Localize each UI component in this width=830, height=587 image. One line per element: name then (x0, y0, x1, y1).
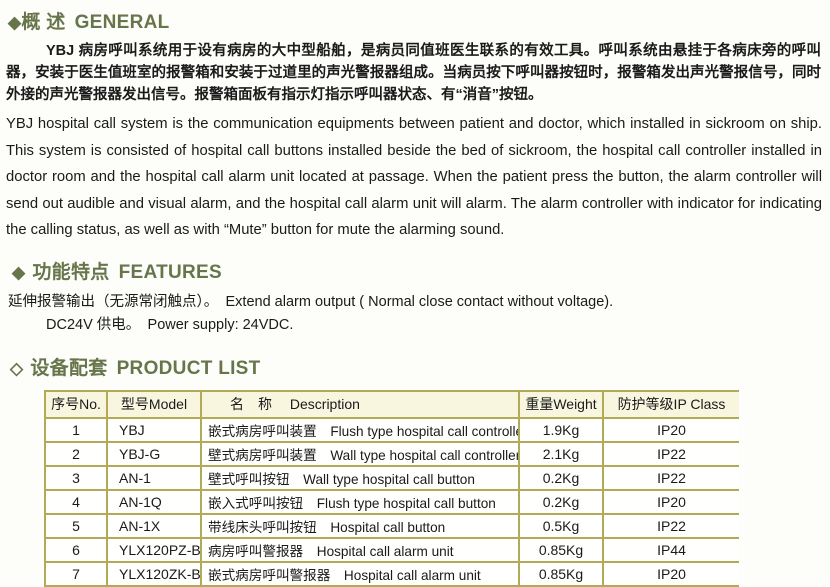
product-cell: 2 (44, 440, 108, 467)
product-cell: 3 (44, 464, 108, 491)
product-cell: 4 (44, 488, 108, 515)
product-cell: IP20 (602, 560, 739, 587)
product-cell: 0.5Kg (518, 512, 604, 539)
product-cell: IP22 (602, 512, 739, 539)
section-title-en: PRODUCT LIST (116, 357, 261, 379)
product-cell: 嵌式病房呼叫警报器 Hospital call alarm unit (200, 560, 520, 587)
product-cell: IP22 (602, 464, 739, 491)
column-header-description: 名 称 Description (200, 389, 520, 419)
product-cell: 壁式呼叫按钮 Wall type hospital call button (200, 464, 520, 491)
feature-item-power-supply: DC24V 供电。 Power supply: 24VDC. (46, 316, 294, 333)
product-cell: 嵌入式呼叫按钮 Flush type hospital call button (200, 488, 520, 515)
section-title-zh: 概 述 (21, 12, 66, 33)
column-header-weight: 重量Weight (518, 389, 604, 419)
product-cell: IP20 (602, 416, 739, 443)
product-list-table: 序号No. 型号Model 名 称 Description 重量Weight 防… (44, 389, 739, 587)
column-header-ip-class: 防护等级IP Class (602, 389, 739, 419)
section-heading-features: ◆ 功能特点 FEATURES (12, 257, 824, 284)
section-title-zh: 设备配套 (30, 357, 108, 379)
general-paragraph-chinese: YBJ 病房呼叫系统用于设有病房的大中型船舶，是病员同值班医生联系的有效工具。呼… (6, 43, 821, 103)
product-cell: IP22 (602, 440, 739, 467)
product-cell: YBJ (106, 416, 202, 443)
section-heading-general: ◆概 述 GENERAL (8, 7, 824, 34)
section-title-zh: 功能特点 (32, 261, 110, 283)
section-heading-product-list: ◇ 设备配套 PRODUCT LIST (10, 353, 824, 380)
product-cell: YLX120ZK-B (106, 560, 202, 587)
product-cell: AN-1Q (106, 488, 202, 515)
product-cell: 壁式病房呼叫装置 Wall type hospital call control… (200, 440, 520, 467)
column-header-model: 型号Model (106, 389, 202, 419)
product-row: 4 AN-1Q 嵌入式呼叫按钮 Flush type hospital call b… (44, 488, 739, 515)
product-row: 3 AN-1 壁式呼叫按钮 Wall type hospital call butt… (44, 464, 739, 491)
feature-item-alarm-output: 延伸报警输出（无源常闭触点）。 Extend alarm output ( No… (8, 293, 614, 310)
product-cell: 1.9Kg (518, 416, 604, 443)
filled-diamond-icon: ◆ (8, 13, 22, 32)
product-cell: 5 (44, 512, 108, 539)
product-cell: AN-1 (106, 464, 202, 491)
general-paragraph-english: YBJ hospital call system is the communic… (6, 116, 822, 239)
product-cell: 0.2Kg (518, 488, 604, 515)
product-cell: 嵌式病房呼叫装置 Flush type hospital call contro… (200, 416, 520, 443)
filled-diamond-icon: ◆ (12, 262, 26, 282)
column-header-no: 序号No. (44, 389, 108, 419)
section-title-en: GENERAL (74, 12, 170, 33)
hollow-diamond-icon: ◇ (10, 358, 24, 378)
product-row: 5 AN-1X 带线床头呼叫按钮 Hospital call button 0.5Kg… (44, 512, 739, 539)
table-header-row: 序号No. 型号Model 名 称 Description 重量Weight 防… (44, 389, 739, 419)
product-cell: 7 (44, 560, 108, 587)
section-title-en: FEATURES (118, 261, 222, 283)
product-cell: IP20 (602, 488, 739, 515)
product-cell: 带线床头呼叫按钮 Hospital call button (200, 512, 520, 539)
product-cell: 0.85Kg (518, 560, 604, 587)
product-row: 1 YBJ 嵌式病房呼叫装置 Flush type hospital call co… (44, 416, 739, 443)
product-row: 7 YLX120ZK-B 嵌式病房呼叫警报器 Hospital call alarm… (44, 560, 739, 587)
product-cell: 1 (44, 416, 108, 443)
product-cell: YBJ-G (106, 440, 202, 467)
product-cell: 2.1Kg (518, 440, 604, 467)
product-row: 2 YBJ-G 壁式病房呼叫装置 Wall type hospital call c… (44, 440, 739, 467)
product-cell: AN-1X (106, 512, 202, 539)
product-cell: 0.2Kg (518, 464, 604, 491)
